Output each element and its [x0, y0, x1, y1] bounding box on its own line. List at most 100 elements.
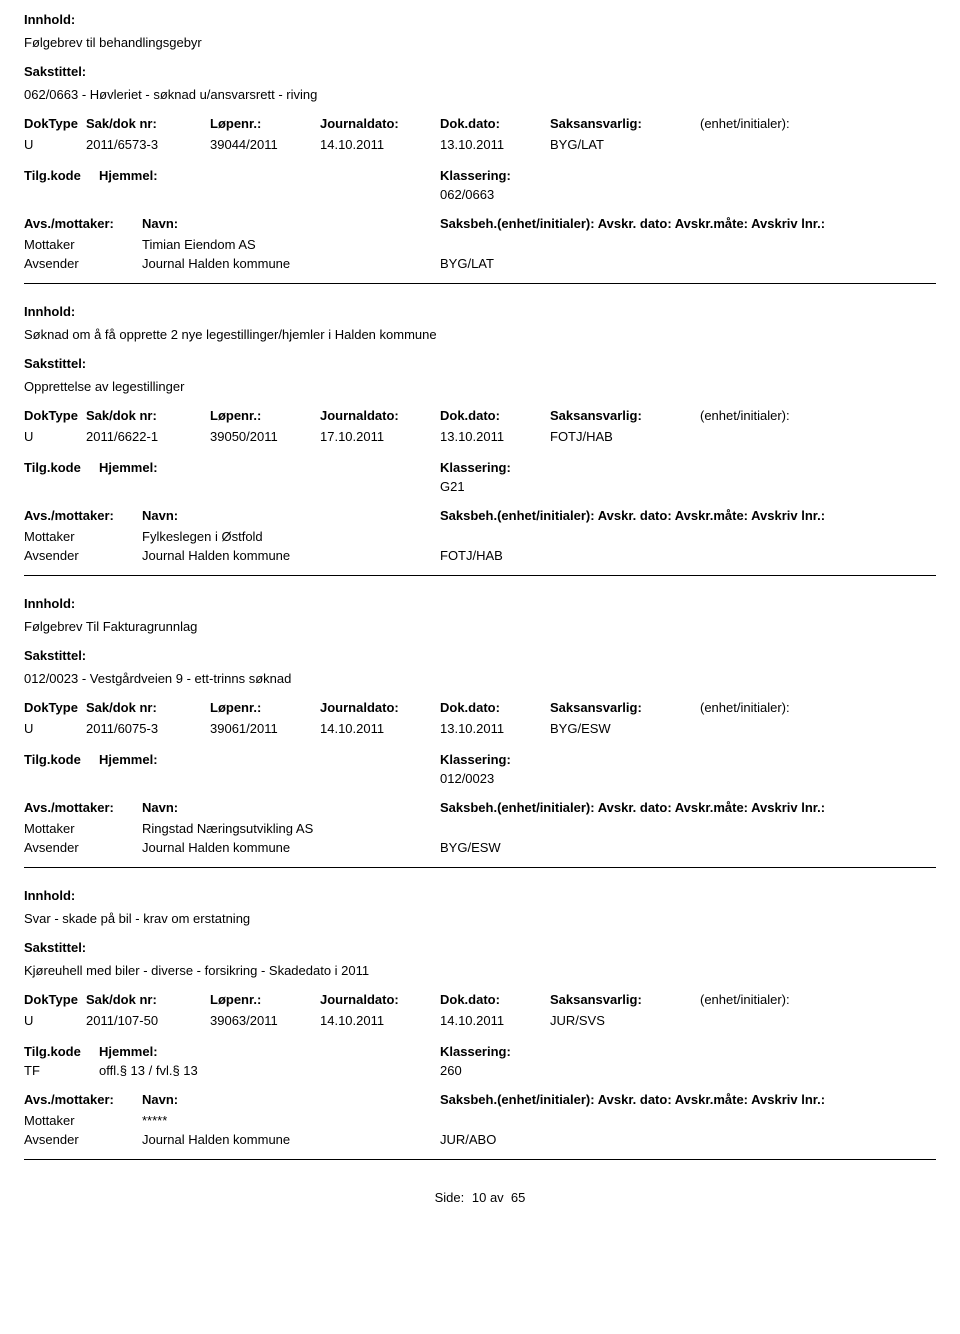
mottaker-label: Mottaker: [24, 237, 142, 252]
sakstittel-label: Sakstittel:: [24, 648, 936, 663]
val-sakdok: 2011/6075-3: [86, 721, 210, 736]
hdr-doktype: DokType: [24, 700, 86, 715]
val-lopenr: 39061/2011: [210, 721, 320, 736]
mottaker-row: Mottaker Fylkeslegen i Østfold: [24, 529, 936, 544]
hdr-lopenr: Løpenr.:: [210, 116, 320, 131]
hdr-saksansvarlig: Saksansvarlig:: [550, 408, 700, 423]
tilgkode-label: Tilg.kode: [24, 168, 99, 183]
mottaker-row: Mottaker *****: [24, 1113, 936, 1128]
hdr-enhet: (enhet/initialer):: [700, 116, 936, 131]
innhold-label: Innhold:: [24, 888, 936, 903]
avsender-label: Avsender: [24, 1132, 142, 1147]
journal-record: Innhold: Følgebrev Til Fakturagrunnlag S…: [24, 596, 936, 868]
hjemmel-label: Hjemmel:: [99, 1044, 440, 1059]
header-row: DokType Sak/dok nr: Løpenr.: Journaldato…: [24, 116, 936, 131]
hjemmel-label: Hjemmel:: [99, 752, 440, 767]
tilg-klass-values: G21: [24, 479, 936, 494]
avsender-row: Avsender Journal Halden kommune BYG/LAT: [24, 256, 936, 271]
val-jdato: 17.10.2011: [320, 429, 440, 444]
val-jdato: 14.10.2011: [320, 1013, 440, 1028]
hdr-saksansvarlig: Saksansvarlig:: [550, 992, 700, 1007]
avsender-name: Journal Halden kommune: [142, 256, 440, 271]
hdr-enhet: (enhet/initialer):: [700, 992, 936, 1007]
footer-side-label: Side:: [435, 1190, 465, 1205]
avs-mottaker-label: Avs./mottaker:: [24, 800, 142, 815]
mottaker-name: Timian Eiendom AS: [142, 237, 440, 252]
journal-record: Innhold: Svar - skade på bil - krav om e…: [24, 888, 936, 1160]
val-saksansvarlig: BYG/ESW: [550, 721, 700, 736]
innhold-text: Følgebrev til behandlingsgebyr: [24, 35, 936, 50]
val-jdato: 14.10.2011: [320, 721, 440, 736]
val-sakdok: 2011/107-50: [86, 1013, 210, 1028]
tilg-klass-values: 062/0663: [24, 187, 936, 202]
val-saksansvarlig: FOTJ/HAB: [550, 429, 700, 444]
saksbeh-label: Saksbeh.(enhet/initialer): Avskr. dato: …: [440, 1092, 936, 1107]
avsender-name: Journal Halden kommune: [142, 548, 440, 563]
avsender-row: Avsender Journal Halden kommune BYG/ESW: [24, 840, 936, 855]
tilg-klass-header: Tilg.kode Hjemmel: Klassering:: [24, 752, 936, 767]
val-ddato: 14.10.2011: [440, 1013, 550, 1028]
record-separator: [24, 1159, 936, 1160]
tilgkode-val: [24, 187, 99, 202]
val-sakdok: 2011/6622-1: [86, 429, 210, 444]
val-doktype: U: [24, 429, 86, 444]
avs-mottaker-header: Avs./mottaker: Navn: Saksbeh.(enhet/init…: [24, 216, 936, 231]
mottaker-name: Fylkeslegen i Østfold: [142, 529, 440, 544]
hdr-doktype: DokType: [24, 116, 86, 131]
header-row: DokType Sak/dok nr: Løpenr.: Journaldato…: [24, 700, 936, 715]
avs-mottaker-label: Avs./mottaker:: [24, 508, 142, 523]
avs-mottaker-header: Avs./mottaker: Navn: Saksbeh.(enhet/init…: [24, 800, 936, 815]
val-sakdok: 2011/6573-3: [86, 137, 210, 152]
value-row: U 2011/107-50 39063/2011 14.10.2011 14.1…: [24, 1013, 936, 1028]
record-separator: [24, 283, 936, 284]
footer-page: 10: [472, 1190, 486, 1205]
sakstittel-label: Sakstittel:: [24, 940, 936, 955]
hdr-lopenr: Løpenr.:: [210, 700, 320, 715]
innhold-text: Søknad om å få opprette 2 nye legestilli…: [24, 327, 936, 342]
page-footer: Side: 10 av 65: [24, 1190, 936, 1205]
avs-mottaker-label: Avs./mottaker:: [24, 216, 142, 231]
val-doktype: U: [24, 137, 86, 152]
hdr-enhet: (enhet/initialer):: [700, 408, 936, 423]
sakstittel-text: 062/0663 - Høvleriet - søknad u/ansvarsr…: [24, 87, 936, 102]
val-doktype: U: [24, 721, 86, 736]
hjemmel-val: [99, 771, 440, 786]
hdr-enhet: (enhet/initialer):: [700, 700, 936, 715]
avsender-name: Journal Halden kommune: [142, 1132, 440, 1147]
val-ddato: 13.10.2011: [440, 429, 550, 444]
footer-av: av: [490, 1190, 504, 1205]
hdr-ddato: Dok.dato:: [440, 116, 550, 131]
klassering-label: Klassering:: [440, 752, 540, 767]
mottaker-label: Mottaker: [24, 1113, 142, 1128]
saksbeh-val: JUR/ABO: [440, 1132, 936, 1147]
klassering-val: G21: [440, 479, 465, 494]
avsender-label: Avsender: [24, 840, 142, 855]
avs-mottaker-label: Avs./mottaker:: [24, 1092, 142, 1107]
hdr-doktype: DokType: [24, 408, 86, 423]
tilgkode-label: Tilg.kode: [24, 752, 99, 767]
innhold-text: Følgebrev Til Fakturagrunnlag: [24, 619, 936, 634]
tilgkode-val: [24, 479, 99, 494]
hjemmel-val: offl.§ 13 / fvl.§ 13: [99, 1063, 440, 1078]
tilgkode-val: [24, 771, 99, 786]
val-lopenr: 39050/2011: [210, 429, 320, 444]
hdr-lopenr: Løpenr.:: [210, 992, 320, 1007]
hdr-ddato: Dok.dato:: [440, 700, 550, 715]
klassering-label: Klassering:: [440, 168, 540, 183]
klassering-val: 012/0023: [440, 771, 494, 786]
tilg-klass-values: TF offl.§ 13 / fvl.§ 13 260: [24, 1063, 936, 1078]
record-separator: [24, 575, 936, 576]
tilg-klass-header: Tilg.kode Hjemmel: Klassering:: [24, 1044, 936, 1059]
mottaker-label: Mottaker: [24, 821, 142, 836]
navn-label: Navn:: [142, 1092, 440, 1107]
hjemmel-val: [99, 479, 440, 494]
tilg-klass-values: 012/0023: [24, 771, 936, 786]
klassering-val: 062/0663: [440, 187, 494, 202]
sakstittel-label: Sakstittel:: [24, 356, 936, 371]
saksbeh-val: BYG/LAT: [440, 256, 936, 271]
val-doktype: U: [24, 1013, 86, 1028]
hdr-sakdok: Sak/dok nr:: [86, 700, 210, 715]
saksbeh-val: FOTJ/HAB: [440, 548, 936, 563]
innhold-label: Innhold:: [24, 596, 936, 611]
journal-record: Innhold: Søknad om å få opprette 2 nye l…: [24, 304, 936, 576]
